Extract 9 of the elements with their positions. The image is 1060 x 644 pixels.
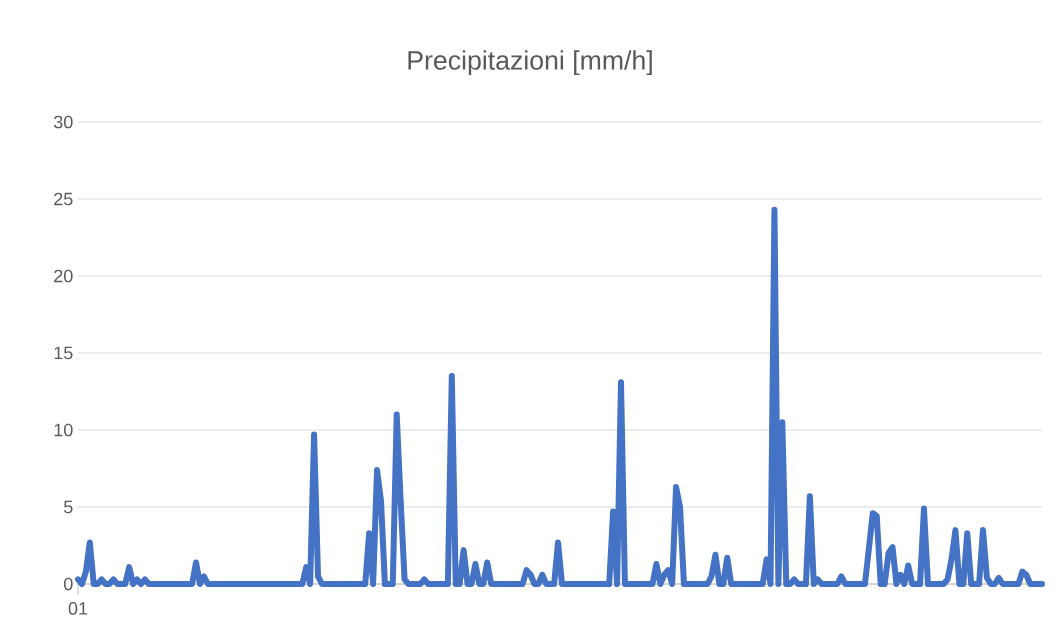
y-tick-label: 5 <box>63 500 73 514</box>
y-tick-label: 10 <box>54 423 73 437</box>
chart-title: Precipitazioni [mm/h] <box>408 50 652 76</box>
y-tick-label: 0 <box>63 577 73 591</box>
y-tick-label: 25 <box>54 192 73 206</box>
y-tick-label: 30 <box>53 115 73 129</box>
x-tick-label: 01 <box>68 602 88 615</box>
y-tick-label: 20 <box>54 269 73 283</box>
y-tick-label: 15 <box>54 346 73 360</box>
